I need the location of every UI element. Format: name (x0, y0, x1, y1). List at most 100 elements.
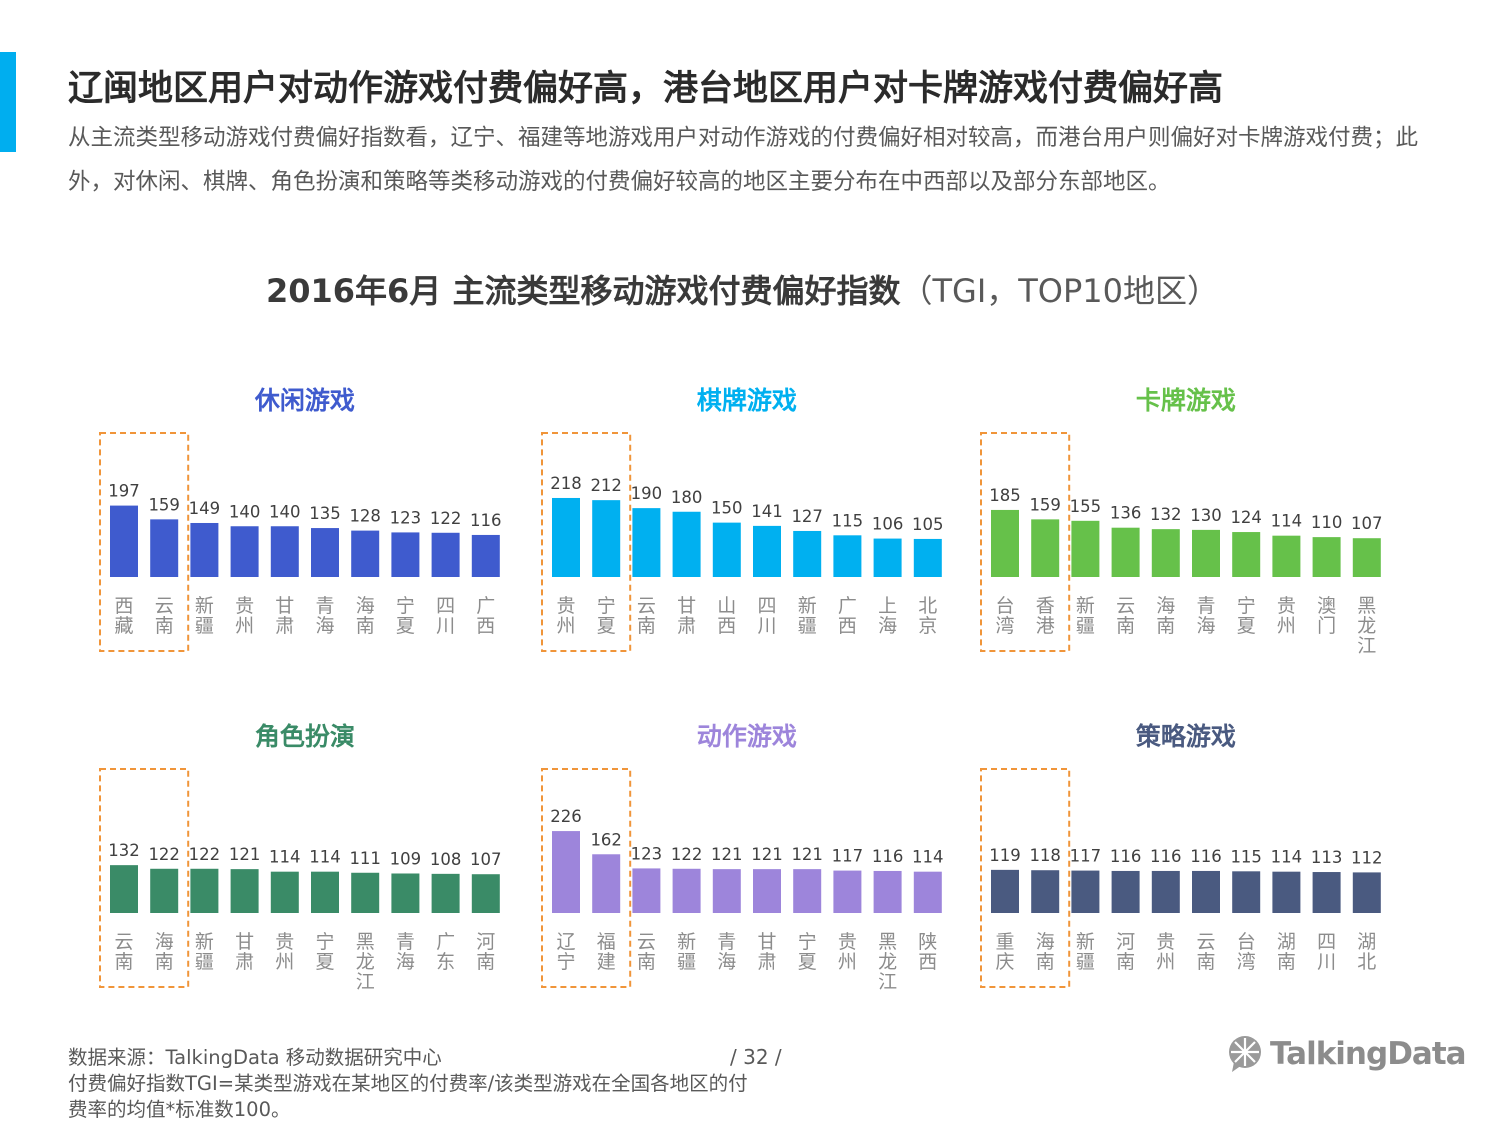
value-label: 218 (550, 474, 582, 493)
value-label: 108 (430, 850, 462, 869)
footer-note: 付费偏好指数TGI=某类型游戏在某地区的付费率/该类型游戏在全国各地区的付费率的… (68, 1072, 748, 1121)
bar (270, 526, 299, 577)
category-label: 贵州 (556, 595, 575, 637)
value-label: 114 (912, 848, 944, 867)
value-label: 121 (751, 845, 783, 864)
bar (1071, 870, 1100, 913)
bar (150, 519, 179, 577)
category-label: 海南 (1036, 931, 1055, 973)
category-label: 辽宁 (556, 931, 575, 973)
bar (632, 508, 661, 577)
category-label: 宁夏 (798, 931, 817, 973)
category-label: 上海 (878, 595, 897, 637)
bar (833, 870, 862, 913)
bar (873, 538, 902, 577)
category-label: 广西 (476, 595, 495, 637)
bar (991, 869, 1019, 913)
category-label: 湖北 (1357, 931, 1376, 973)
category-label: 新疆 (195, 931, 214, 973)
category-label: 青海 (315, 595, 334, 637)
logo-text: TalkingData (1270, 1036, 1467, 1072)
bar (1312, 537, 1341, 577)
highlight-box (541, 768, 632, 988)
bar (712, 522, 741, 577)
chart-heading-main: 2016年6月 主流类型移动游戏付费偏好指数 (265, 272, 901, 310)
bar (391, 532, 420, 577)
chart-1: 休闲游戏 197 西藏 159 云南 149 新疆 140 贵州 140 甘肃 135 青海 128 海南 1… (99, 386, 502, 652)
highlight-box (541, 432, 632, 652)
chart-3: 卡牌游戏 185 台湾 159 香港 155 新疆 136 云南 132 海南 130 青海 124 宁夏 1… (980, 386, 1383, 657)
footer-source: 数据来源：TalkingData 移动数据研究中心 (68, 1046, 442, 1069)
bar (230, 526, 259, 577)
chart-title: 休闲游戏 (254, 386, 355, 415)
bar (1111, 870, 1140, 913)
category-label: 山西 (717, 595, 736, 637)
category-label: 西藏 (114, 595, 133, 637)
chart-title: 策略游戏 (1136, 722, 1236, 751)
value-label: 155 (1070, 497, 1102, 516)
category-label: 黑龙江 (356, 931, 375, 993)
value-label: 135 (309, 504, 341, 523)
bar (1192, 870, 1220, 913)
category-label: 新疆 (798, 595, 817, 637)
value-label: 116 (872, 847, 904, 866)
value-label: 122 (189, 845, 221, 864)
category-label: 湖南 (1277, 931, 1296, 973)
bar (913, 538, 942, 577)
value-label: 122 (148, 845, 180, 864)
value-label: 116 (1150, 847, 1182, 866)
bar (351, 530, 380, 577)
value-label: 226 (550, 807, 582, 826)
category-label: 河南 (476, 931, 495, 973)
category-label: 海南 (155, 931, 174, 973)
category-label: 贵州 (1277, 595, 1296, 637)
value-label: 112 (1351, 848, 1383, 867)
bar (190, 868, 219, 913)
value-label: 113 (1311, 848, 1343, 867)
bar (1151, 529, 1180, 577)
bar (753, 869, 781, 913)
value-label: 116 (1190, 847, 1222, 866)
bar (1272, 535, 1301, 577)
bar (991, 509, 1019, 577)
value-label: 132 (108, 841, 140, 860)
category-label: 海南 (1156, 595, 1175, 637)
category-label: 宁夏 (1237, 595, 1256, 637)
category-label: 贵州 (838, 931, 857, 973)
value-label: 212 (590, 476, 622, 495)
category-label: 澳门 (1317, 595, 1336, 637)
bar (1352, 872, 1381, 913)
value-label: 121 (711, 845, 743, 864)
value-label: 141 (751, 502, 783, 521)
category-label: 青海 (1196, 595, 1215, 637)
chart-5: 动作游戏 226 辽宁 162 福建 123 云南 122 新疆 121 青海 121 甘肃 121 宁夏 1… (541, 722, 944, 993)
value-label: 140 (269, 502, 301, 521)
category-label: 四川 (1317, 931, 1336, 973)
bar (351, 872, 380, 913)
bar (431, 532, 460, 577)
value-label: 162 (590, 830, 622, 849)
value-label: 114 (309, 848, 341, 867)
bar (1312, 872, 1341, 913)
category-label: 河南 (1116, 931, 1135, 973)
bar (753, 525, 781, 577)
value-label: 107 (470, 850, 502, 869)
bar (552, 497, 580, 577)
value-label: 117 (1070, 847, 1102, 866)
bar (391, 873, 420, 913)
value-label: 159 (1029, 495, 1061, 514)
bar (471, 534, 500, 577)
chart-heading-note: （TGI，TOP10地区） (900, 272, 1220, 310)
category-label: 黑龙江 (1357, 595, 1376, 657)
category-label: 云南 (1116, 595, 1135, 637)
bar (471, 874, 500, 913)
category-label: 宁夏 (597, 595, 616, 637)
chart-title: 动作游戏 (697, 722, 797, 751)
value-label: 136 (1110, 504, 1142, 523)
accent-bar (0, 52, 16, 152)
bar (632, 868, 661, 913)
value-label: 122 (671, 845, 703, 864)
category-label: 海南 (356, 595, 375, 637)
category-label: 贵州 (275, 931, 294, 973)
